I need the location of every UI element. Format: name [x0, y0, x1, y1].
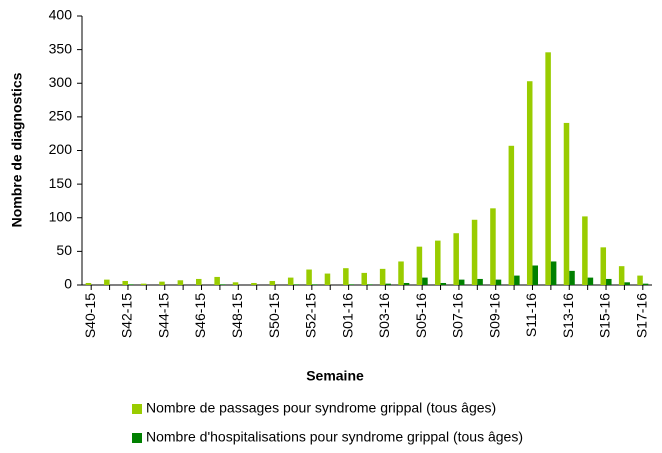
y-tick-label: 300	[49, 74, 73, 90]
bar	[477, 278, 483, 285]
bar	[196, 278, 202, 285]
bar	[251, 282, 257, 285]
bar	[140, 283, 147, 285]
bar	[624, 282, 630, 285]
x-tick-label: S50-15	[266, 293, 282, 338]
bar	[508, 145, 515, 285]
bar	[214, 276, 220, 285]
bar	[490, 208, 496, 285]
x-tick-label: S03-16	[376, 293, 392, 338]
bar	[232, 282, 239, 285]
x-tick-label: S07-16	[450, 293, 466, 338]
bar	[104, 279, 110, 285]
bar	[495, 279, 502, 285]
x-tick-label: S42-15	[119, 293, 135, 338]
y-tick-label: 100	[49, 208, 73, 224]
legend-swatch	[132, 433, 142, 443]
legend-swatch	[132, 404, 142, 414]
bar	[545, 52, 551, 285]
x-tick-label: S48-15	[229, 293, 245, 338]
x-tick-label: S09-16	[486, 293, 502, 338]
bar	[440, 282, 447, 285]
bar	[563, 122, 570, 286]
bar	[306, 269, 312, 285]
x-tick-label: S44-15	[155, 293, 171, 338]
bar	[269, 280, 276, 285]
y-tick-label: 50	[56, 242, 72, 258]
bar	[526, 81, 533, 285]
bar	[532, 265, 538, 285]
bar	[471, 219, 478, 285]
bar	[458, 279, 465, 285]
x-tick-label: S52-15	[303, 293, 319, 338]
bar	[569, 270, 575, 285]
bar	[324, 273, 331, 285]
bar	[582, 216, 588, 285]
y-tick-label: 150	[49, 175, 73, 191]
bar	[311, 284, 318, 285]
bar	[642, 283, 649, 285]
bar	[348, 284, 355, 285]
y-tick-label: 350	[49, 40, 73, 56]
bar	[219, 284, 226, 285]
bar	[379, 268, 386, 285]
x-tick-label: S13-16	[560, 293, 576, 338]
bar	[343, 268, 349, 285]
y-tick-label: 200	[49, 141, 73, 157]
bar	[159, 281, 165, 285]
bar	[422, 277, 428, 285]
bar	[122, 280, 128, 285]
bar	[367, 284, 373, 285]
bar	[550, 261, 557, 285]
bar	[403, 282, 410, 285]
bar	[514, 275, 520, 285]
x-tick-label: S05-16	[413, 293, 429, 338]
bar	[361, 272, 367, 285]
x-tick-label: S11-16	[523, 293, 539, 337]
bar	[287, 277, 294, 285]
bar	[177, 280, 184, 285]
bar	[606, 278, 612, 285]
bar	[435, 240, 441, 285]
y-tick-label: 250	[49, 108, 73, 124]
legend-label: Nombre de passages pour syndrome grippal…	[146, 400, 496, 416]
y-tick-label: 400	[49, 7, 73, 23]
x-tick-label: S01-16	[339, 293, 355, 338]
x-tick-label: S40-15	[82, 293, 98, 338]
y-axis-title: Nombre de diagnostics	[9, 72, 25, 227]
x-tick-label: S46-15	[192, 293, 208, 338]
legend-label: Nombre d'hospitalisations pour syndrome …	[146, 429, 523, 445]
bar	[127, 284, 134, 285]
x-tick-label: S15-16	[597, 293, 613, 338]
bar	[398, 261, 404, 285]
bar	[587, 277, 594, 285]
bar	[416, 246, 423, 285]
bar	[600, 247, 607, 285]
x-axis-title: Semaine	[306, 368, 364, 384]
y-tick-label: 0	[64, 276, 72, 292]
x-tick-label: S17-16	[634, 293, 650, 338]
bar	[385, 283, 391, 285]
bar	[453, 233, 459, 285]
bar	[637, 275, 643, 285]
bar	[618, 266, 625, 285]
bar	[293, 284, 299, 285]
bar	[85, 282, 92, 285]
